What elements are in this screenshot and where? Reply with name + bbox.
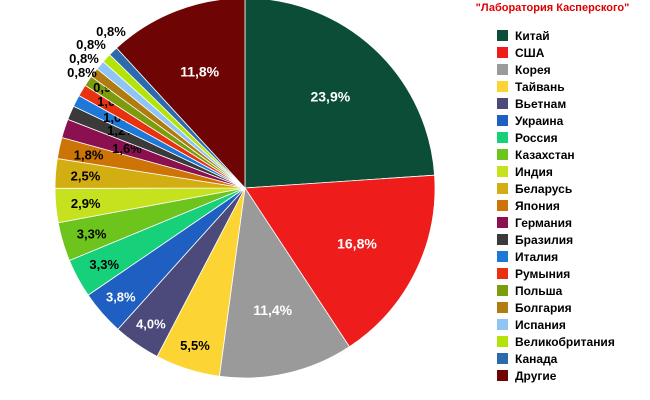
legend-item-10: Япония: [497, 197, 615, 214]
legend-item-11: Германия: [497, 214, 615, 231]
slice-value-label-16: 0,8%: [67, 65, 97, 80]
legend-swatch: [497, 149, 508, 160]
legend-swatch: [497, 319, 508, 330]
legend-label: Италия: [515, 249, 559, 264]
pie-slice-20: [116, 0, 246, 190]
slice-value-label-18: 0,8%: [76, 37, 106, 52]
slice-value-label-9: 2,5%: [71, 169, 101, 184]
legend-swatch: [497, 98, 508, 109]
legend-label: Великобритания: [515, 334, 615, 349]
legend-swatch: [497, 47, 508, 58]
legend-label: Вьетнам: [515, 96, 567, 111]
legend-swatch: [497, 81, 508, 92]
legend-label: Бразилия: [515, 232, 574, 247]
legend-item-8: Индия: [497, 163, 615, 180]
legend-item-2: Корея: [497, 61, 615, 78]
slice-value-label-20: 11,8%: [180, 64, 219, 80]
legend-label: Тайвань: [515, 79, 565, 94]
legend-label: Казахстан: [515, 147, 575, 162]
legend-label: Румыния: [515, 266, 571, 281]
legend-label: Болгария: [515, 300, 572, 315]
legend-item-6: Россия: [497, 129, 615, 146]
pie-slice-2: [218, 186, 350, 379]
slice-value-label-5: 3,8%: [106, 290, 136, 305]
legend-label: Корея: [515, 62, 551, 77]
legend-swatch: [497, 353, 508, 364]
legend-label: Другие: [515, 368, 557, 383]
legend-label: Япония: [515, 198, 560, 213]
slice-value-label-0: 23,9%: [310, 89, 350, 105]
legend-label: Украина: [515, 113, 564, 128]
legend-swatch: [497, 268, 508, 279]
slice-value-label-10: 1,8%: [74, 147, 104, 162]
slice-value-label-19: 0,8%: [96, 24, 126, 39]
slice-value-label-6: 3,3%: [89, 257, 119, 272]
pie-slice-0: [244, 0, 435, 189]
slice-value-label-7: 3,3%: [77, 226, 107, 241]
legend-item-19: Канада: [497, 350, 615, 367]
legend-item-5: Украина: [497, 112, 615, 129]
legend-item-3: Тайвань: [497, 78, 615, 95]
legend-item-12: Бразилия: [497, 231, 615, 248]
legend-item-20: Другие: [497, 367, 615, 384]
legend-item-7: Казахстан: [497, 146, 615, 163]
legend-label: Россия: [515, 130, 558, 145]
slice-value-label-3: 5,5%: [180, 338, 210, 353]
pie-slice-1: [244, 174, 436, 348]
legend-label: Польша: [515, 283, 563, 298]
legend-swatch: [497, 336, 508, 347]
slice-value-label-17: 0,8%: [69, 51, 99, 66]
slice-value-label-8: 2,9%: [71, 196, 101, 211]
legend-item-16: Болгария: [497, 299, 615, 316]
legend-item-13: Италия: [497, 248, 615, 265]
legend-swatch: [497, 234, 508, 245]
legend-swatch: [497, 251, 508, 262]
legend-swatch: [497, 285, 508, 296]
legend-swatch: [497, 64, 508, 75]
legend-item-17: Испания: [497, 316, 615, 333]
legend-item-9: Беларусь: [497, 180, 615, 197]
legend-swatch: [497, 370, 508, 381]
legend-label: Беларусь: [515, 181, 573, 196]
watermark-text: "Лаборатория Касперского": [475, 2, 630, 14]
legend-item-0: Китай: [497, 27, 615, 44]
legend-swatch: [497, 30, 508, 41]
legend-swatch: [497, 183, 508, 194]
legend-label: Германия: [515, 215, 573, 230]
legend-swatch: [497, 217, 508, 228]
legend-swatch: [497, 166, 508, 177]
legend-item-4: Вьетнам: [497, 95, 615, 112]
legend-item-1: США: [497, 44, 615, 61]
legend-label: США: [515, 45, 545, 60]
legend-item-14: Румыния: [497, 265, 615, 282]
legend-swatch: [497, 302, 508, 313]
legend-item-18: Великобритания: [497, 333, 615, 350]
chart-legend: Китай США Корея Тайвань Вьетнам Украина Россия…: [497, 27, 615, 384]
slice-value-label-4: 4,0%: [136, 317, 166, 332]
legend-label: Канада: [515, 351, 558, 366]
legend-label: Испания: [515, 317, 566, 332]
legend-item-15: Польша: [497, 282, 615, 299]
legend-swatch: [497, 200, 508, 211]
slice-value-label-1: 16,8%: [337, 236, 377, 252]
legend-swatch: [497, 115, 508, 126]
legend-label: Китай: [515, 28, 550, 43]
slice-value-label-2: 11,4%: [253, 302, 292, 318]
legend-swatch: [497, 132, 508, 143]
legend-label: Индия: [515, 164, 553, 179]
